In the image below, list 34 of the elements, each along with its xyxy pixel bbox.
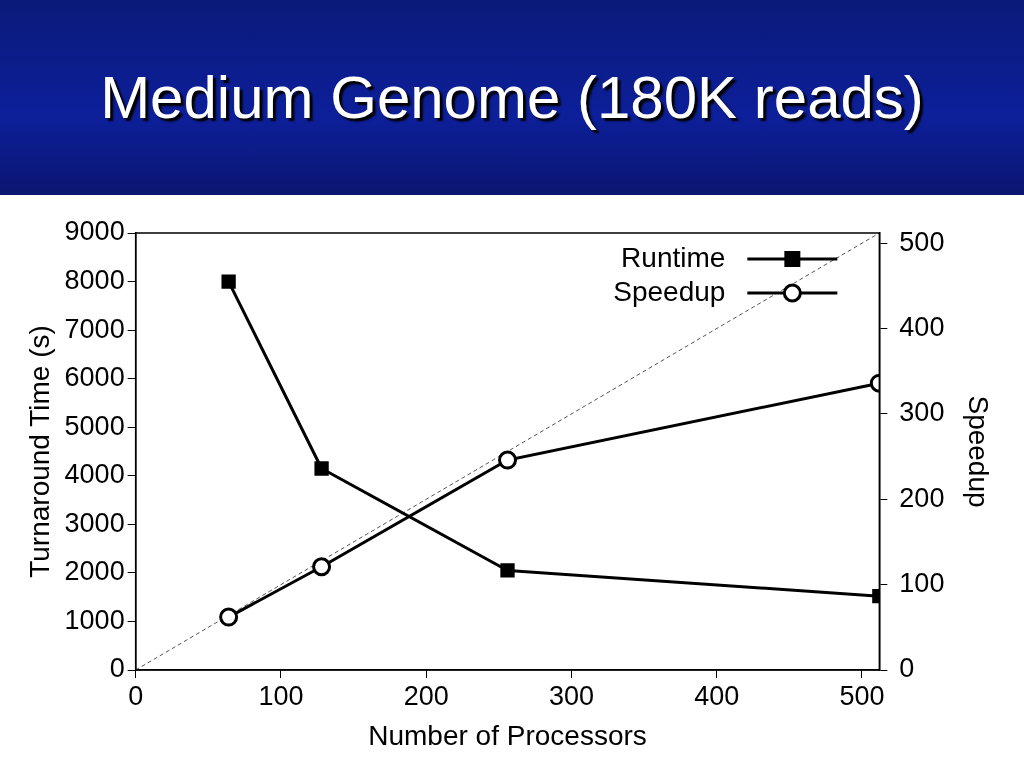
y-tick-label: 4000 bbox=[64, 459, 125, 490]
legend-label: Runtime bbox=[621, 241, 726, 273]
x-tick-label: 0 bbox=[128, 680, 144, 711]
y-tick-label: 8000 bbox=[64, 265, 125, 296]
y2-tick-label: 500 bbox=[899, 226, 945, 257]
y-tick-label: 5000 bbox=[64, 410, 125, 441]
point bbox=[500, 563, 515, 578]
x-axis-title: Number of Processors bbox=[368, 719, 647, 751]
y2-tick-label: 400 bbox=[899, 312, 945, 343]
point bbox=[312, 557, 332, 577]
y2-tick-label: 100 bbox=[899, 568, 945, 599]
point bbox=[219, 607, 239, 627]
y-tick-label: 9000 bbox=[64, 216, 125, 247]
y-tick-label: 3000 bbox=[64, 507, 125, 538]
x-tick-label: 100 bbox=[258, 680, 304, 711]
chart-title: Medium Genome (180K reads) bbox=[100, 63, 924, 132]
legend-label: Speedup bbox=[613, 275, 726, 307]
y-tick-label: 0 bbox=[109, 653, 125, 684]
x-tick-label: 400 bbox=[694, 680, 740, 711]
point bbox=[498, 450, 518, 470]
y2-tick-label: 200 bbox=[899, 482, 945, 513]
x-tick-label: 300 bbox=[548, 680, 594, 711]
point bbox=[221, 274, 236, 289]
y-tick-label: 7000 bbox=[64, 313, 125, 344]
y-tick-label: 1000 bbox=[64, 604, 125, 635]
y2-tick-label: 0 bbox=[899, 653, 915, 684]
x-tick-label: 500 bbox=[839, 680, 885, 711]
y-tick-label: 6000 bbox=[64, 362, 125, 393]
y2-axis-title: Speedup bbox=[963, 395, 995, 508]
x-tick-label: 200 bbox=[403, 680, 449, 711]
y-axis-title: Turnaround Time (s) bbox=[23, 325, 55, 578]
point bbox=[314, 461, 329, 476]
y-tick-label: 2000 bbox=[64, 556, 125, 587]
y2-tick-label: 300 bbox=[899, 397, 945, 428]
